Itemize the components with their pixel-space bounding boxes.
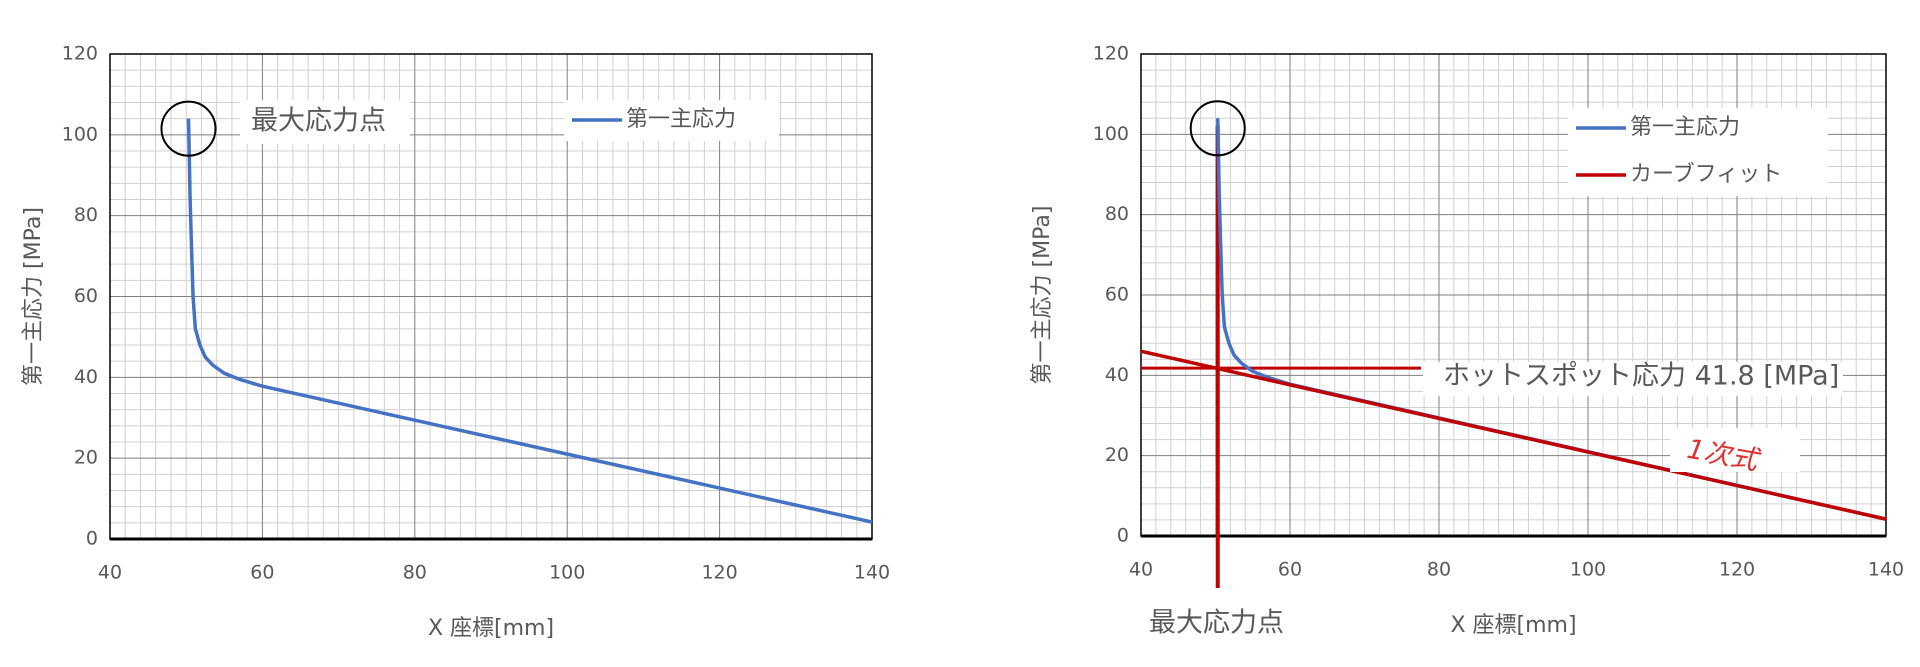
x-tick-label: 100 xyxy=(1570,559,1606,581)
hotspot-label-bg xyxy=(1423,362,1843,397)
series-line xyxy=(1140,349,1887,521)
y-tick-label: 0 xyxy=(1117,525,1129,547)
hotspot-label: ホットスポット応力 41.8 [MPa] xyxy=(1443,361,1839,392)
y-tick-label: 0 xyxy=(86,528,98,550)
annotation: 最大応力点 xyxy=(1149,608,1284,639)
annotation-bg xyxy=(1670,428,1800,472)
annotation: 最大応力点 xyxy=(251,106,386,137)
x-tick-label: 40 xyxy=(1129,559,1153,581)
x-tick-label: 80 xyxy=(403,562,427,584)
y-axis-title: 第一主応力 [MPa] xyxy=(1030,206,1055,385)
legend-label: カーブフィット xyxy=(1630,162,1782,187)
y-tick-label: 100 xyxy=(62,123,98,145)
x-tick-label: 40 xyxy=(98,562,122,584)
y-tick-label: 20 xyxy=(74,447,98,469)
y-tick-label: 60 xyxy=(74,285,98,307)
x-tick-label: 60 xyxy=(1278,559,1302,581)
y-tick-label: 20 xyxy=(1105,444,1129,466)
x-tick-label: 140 xyxy=(1868,559,1904,581)
x-tick-label: 120 xyxy=(701,562,737,584)
legend-label: 第一主応力 xyxy=(1630,115,1740,140)
x-axis-title: X 座標[mm] xyxy=(428,616,554,641)
y-tick-label: 40 xyxy=(74,366,98,388)
annotation-bg xyxy=(240,100,410,144)
y-tick-label: 120 xyxy=(1093,43,1129,65)
max-point-circle xyxy=(160,100,217,157)
x-tick-label: 100 xyxy=(549,562,585,584)
y-tick-label: 80 xyxy=(74,204,98,226)
legend-bg xyxy=(1568,108,1828,196)
y-tick-label: 100 xyxy=(1093,123,1129,145)
x-tick-label: 120 xyxy=(1719,559,1755,581)
y-tick-label: 40 xyxy=(1105,364,1129,386)
y-tick-label: 60 xyxy=(1105,284,1129,306)
y-tick-label: 80 xyxy=(1105,203,1129,225)
x-axis-title: X 座標[mm] xyxy=(1450,613,1576,638)
x-tick-label: 140 xyxy=(854,562,890,584)
x-tick-label: 80 xyxy=(1427,559,1451,581)
y-tick-label: 120 xyxy=(62,43,98,65)
series-line xyxy=(186,118,873,524)
max-point-circle xyxy=(1189,100,1246,157)
y-axis-title: 第一主応力 [MPa] xyxy=(21,207,46,386)
x-tick-label: 60 xyxy=(250,562,274,584)
legend-label: 第一主応力 xyxy=(626,107,736,132)
